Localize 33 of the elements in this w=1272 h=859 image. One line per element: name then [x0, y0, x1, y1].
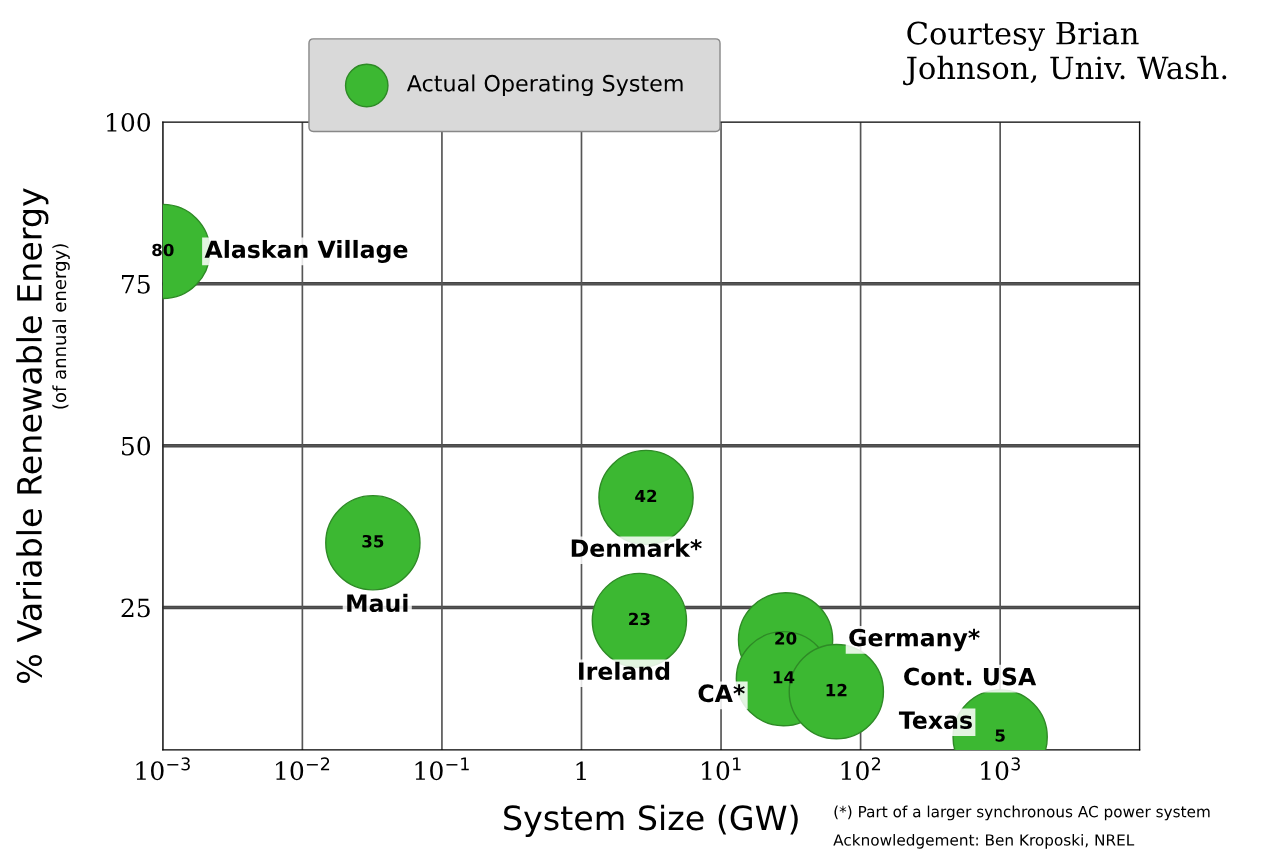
annotation: Germany*: [849, 628, 980, 652]
annotation: Cont. USA: [904, 667, 1037, 686]
annotation: Denmark*: [571, 538, 702, 558]
x-tick-label: 10$^{−3}$: [136, 757, 190, 781]
data-label: 23: [629, 612, 650, 626]
y-tick-label: 50: [122, 436, 151, 456]
y-axis-title: % Variable Renewable Energy: [16, 188, 49, 683]
x-tick-label: 10$^{−2}$: [276, 757, 330, 781]
x-tick-label: 1: [576, 761, 586, 781]
annotation: Maui: [347, 593, 408, 613]
x-tick-label: 10$^{−1}$: [415, 757, 469, 781]
text: (of annual energy): [52, 244, 70, 409]
x-tick-label: 10$^{1}$: [702, 757, 741, 781]
x-axis-title: System Size (GW): [504, 804, 798, 837]
text: Acknowledgement: Ben Kroposki, NREL: [833, 833, 1135, 849]
annotation: Texas: [898, 711, 972, 730]
data-label: 35: [362, 534, 384, 548]
y-tick-label: 25: [121, 598, 150, 618]
legend-label: Actual Operating System: [406, 74, 683, 96]
data-label: 12: [826, 683, 847, 697]
annotation: Alaskan Village: [204, 239, 408, 263]
annotation: CA*: [698, 684, 745, 703]
data-label: 80: [152, 243, 174, 257]
y-tick-label: 100: [107, 112, 151, 132]
text: (*) Part of a larger synchronous AC power system: [834, 805, 1210, 821]
x-tick-label: 10$^{2}$: [841, 757, 881, 781]
text: Courtesy Brian Johnson, Univ. Wash.: [903, 21, 1227, 86]
data-label: 14: [773, 671, 795, 684]
annotation: Ireland: [579, 661, 670, 681]
data-label: 20: [775, 632, 797, 645]
y-tick-label: 75: [121, 275, 150, 294]
x-tick-label: 10$^{3}$: [981, 757, 1020, 781]
data-label: 42: [635, 489, 657, 503]
